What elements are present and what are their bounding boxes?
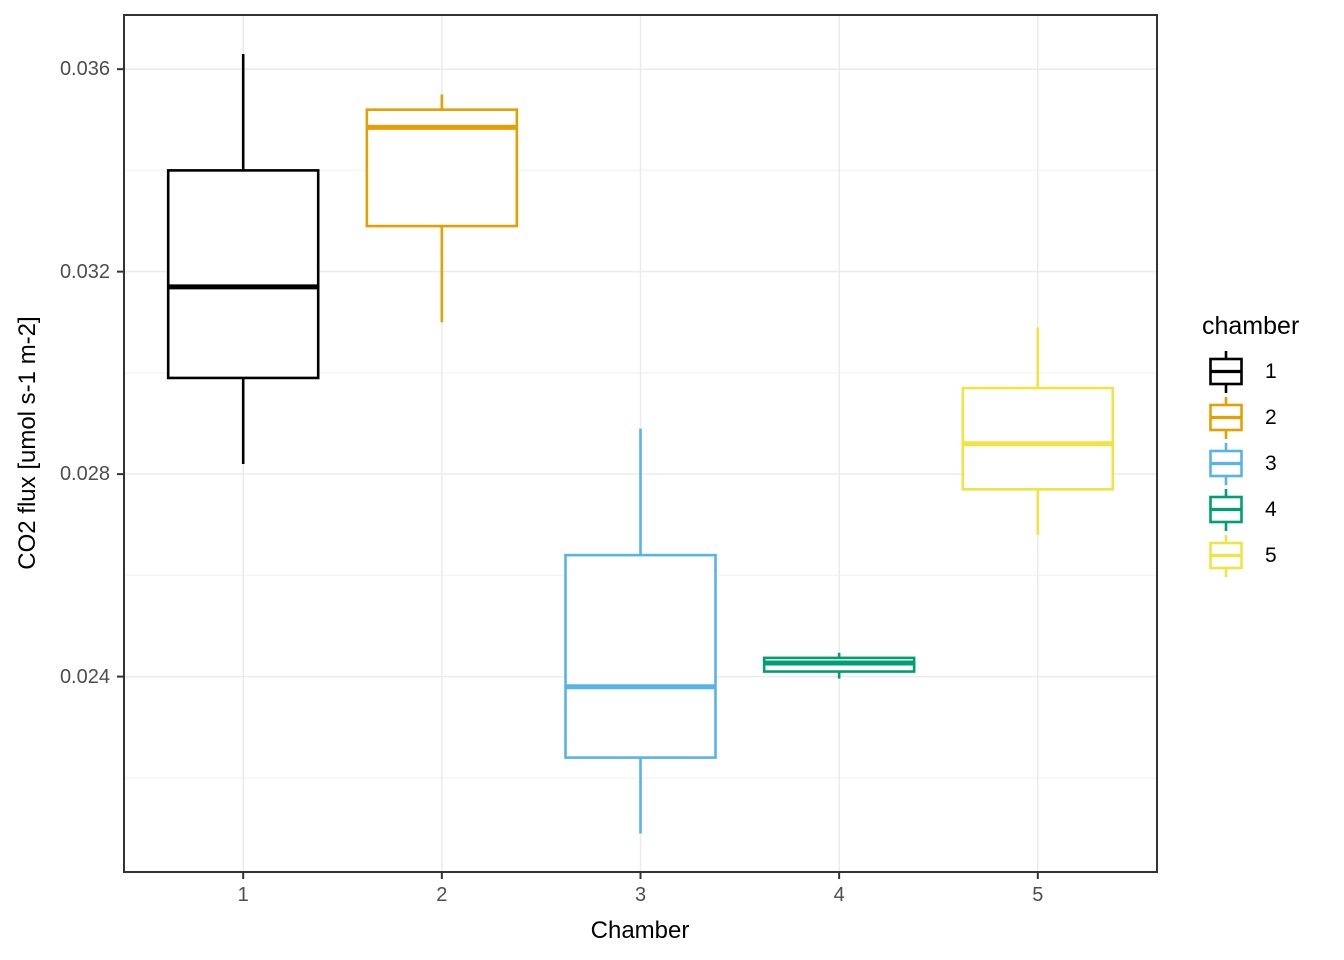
- iqr-box: [166, 169, 320, 380]
- y-tick-label: 0.032: [59, 260, 110, 283]
- boxplot-key-icon: [1209, 397, 1243, 439]
- boxplot-chamber-5: [961, 327, 1115, 535]
- legend-title: chamber: [1202, 312, 1300, 340]
- legend-entry: 3: [1198, 441, 1299, 487]
- boxplot-chamber-4: [762, 652, 916, 679]
- x-tick-label: 2: [436, 884, 448, 906]
- x-tick-label: 1: [237, 884, 249, 906]
- boxplot-key-icon: [1209, 535, 1243, 577]
- legend-entry: 5: [1198, 533, 1299, 579]
- y-tick-label: 0.036: [59, 58, 110, 81]
- legend-entry-label: 5: [1265, 544, 1277, 567]
- legend-entry-label: 4: [1265, 498, 1277, 521]
- legend-entry-label: 1: [1265, 360, 1277, 383]
- legend: chamber 1 2 3 4 5: [1198, 312, 1299, 579]
- x-axis-title: Chamber: [590, 917, 690, 944]
- legend-entry: 1: [1198, 349, 1299, 395]
- x-tick-label: 4: [833, 884, 845, 906]
- boxplot-chamber-1: [166, 53, 320, 465]
- boxplot-chamber-2: [365, 94, 519, 323]
- iqr-box: [564, 553, 717, 759]
- boxplot-key-icon: [1209, 443, 1243, 485]
- boxplot-key-icon: [1209, 489, 1243, 531]
- y-tick-label: 0.024: [59, 665, 110, 688]
- y-axis-title: CO2 flux [umol s-1 m-2]: [14, 316, 41, 570]
- legend-entries: 1 2 3 4 5: [1198, 349, 1299, 579]
- legend-entry: 4: [1198, 487, 1299, 533]
- boxplot-chamber-3: [564, 428, 717, 834]
- x-tick-label: 3: [634, 884, 647, 906]
- x-tick-label: 5: [1032, 884, 1044, 906]
- iqr-box: [961, 386, 1115, 491]
- panel-border: [123, 14, 1158, 873]
- legend-entry-label: 2: [1265, 406, 1277, 429]
- y-tick-label: 0.028: [59, 463, 110, 486]
- legend-entry-label: 3: [1265, 452, 1277, 475]
- boxplot-key-icon: [1209, 351, 1243, 393]
- legend-entry: 2: [1198, 395, 1299, 441]
